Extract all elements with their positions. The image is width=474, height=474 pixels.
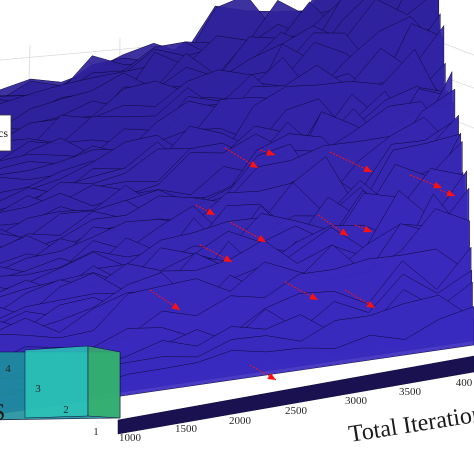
- y-tick-label: 2: [63, 404, 69, 416]
- trend-arrow-head: [223, 255, 232, 262]
- axis-ticks: 1000 1500 2000 2500 3000 3500 400 1 2 3 4: [5, 363, 473, 444]
- trend-arrow-head: [266, 149, 275, 156]
- trend-arrow-head: [366, 300, 375, 308]
- y-tick-label: 4: [5, 363, 11, 375]
- x-tick-label: 1000: [119, 432, 142, 444]
- floor-strip: [117, 355, 474, 435]
- trend-arrow-head: [267, 372, 276, 380]
- x-tick-label: 3500: [399, 386, 422, 398]
- x-tick-label: 1500: [175, 423, 198, 435]
- trend-arrow-shaft: [284, 281, 319, 301]
- trend-arrow-head: [433, 181, 442, 189]
- legend-box: [0, 114, 12, 152]
- trend-arrows: [149, 147, 456, 381]
- trend-arrow-shaft: [317, 214, 349, 237]
- y-tick-label: 3: [35, 383, 41, 395]
- trend-arrow-shaft: [199, 244, 233, 263]
- x-tick-label: 400: [456, 377, 473, 389]
- trend-arrow-shaft: [149, 289, 181, 311]
- x-tick-label: 3000: [345, 395, 368, 407]
- trend-arrow-head: [171, 302, 180, 310]
- y-axis-label-fragment: S: [0, 400, 5, 426]
- trend-arrow-head: [363, 165, 372, 172]
- x-tick-label: 2500: [285, 405, 308, 417]
- y-tick-label: 1: [93, 426, 99, 438]
- trend-arrow-head: [206, 208, 215, 215]
- trend-arrow-head: [257, 235, 266, 242]
- highlighted-series-slab: [87, 345, 121, 419]
- legend-entry: cs: [0, 126, 8, 140]
- trend-arrow-head: [446, 189, 455, 197]
- trend-arrow-head: [309, 293, 318, 300]
- trend-arrow-head: [249, 160, 258, 168]
- waterfall-slabs: [0, 0, 474, 435]
- trend-arrow-shaft: [439, 189, 456, 197]
- x-tick-label: 2000: [229, 415, 252, 427]
- trend-arrow-head: [339, 228, 348, 236]
- trend-arrow-head: [363, 225, 372, 233]
- highlighted-series-slab: [24, 345, 89, 419]
